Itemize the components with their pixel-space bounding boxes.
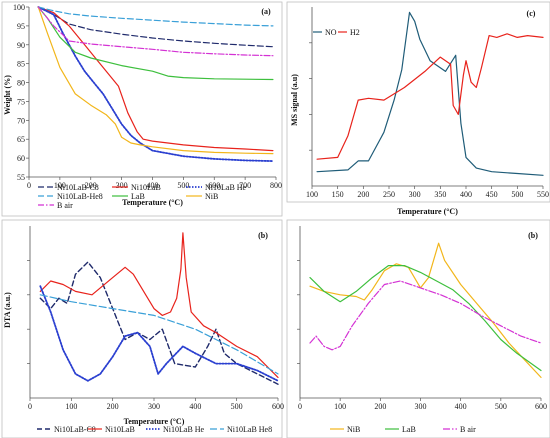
panel-3: 0 100 200 300 400 500 600 Temperature (°C) DTA (…: [1, 219, 284, 438]
legend-label: B air: [57, 201, 73, 210]
x-tick-label: 100: [65, 402, 77, 411]
x-tick-label: 300: [116, 181, 128, 190]
series-line-1: [316, 11, 544, 176]
x-tick-label: 0: [298, 402, 302, 411]
panel-tag: (b): [258, 231, 268, 240]
y-tick-label: 70: [17, 116, 25, 125]
series-line-4: [37, 6, 274, 27]
legend-label: NiB: [347, 425, 360, 434]
y-tick-label: 55: [17, 173, 25, 182]
legend-label: Ni10LaB-He8: [57, 192, 103, 201]
x-tick-label: 600: [272, 402, 284, 411]
legend-label: Ni10LaB He: [205, 183, 247, 192]
legend-label: Ni10LaB: [131, 183, 161, 192]
series-line-3: [309, 280, 542, 351]
y-tick-label: 85: [17, 60, 25, 69]
x-axis-label: Temperature (°C): [122, 198, 183, 207]
y-tick-label: 75: [17, 97, 25, 106]
panel-1: 0 100 200 300 400 500 600 700 800 55 60 65 70 75 80 85 9…: [1, 1, 283, 217]
legend-label: B air: [460, 425, 476, 434]
x-tick-label: 200: [374, 402, 386, 411]
legend-label: NO: [325, 28, 337, 37]
y-tick-label: 100: [13, 3, 25, 12]
series-line-2: [309, 265, 542, 372]
x-tick-label: 250: [383, 190, 395, 199]
x-tick-label: 400: [189, 402, 201, 411]
x-tick-label: 400: [455, 402, 467, 411]
series-line-3: [39, 285, 279, 382]
series-line-5: [37, 6, 274, 81]
panel-frame: [286, 219, 550, 438]
x-tick-label: 0: [28, 402, 32, 411]
x-tick-label: 500: [231, 402, 243, 411]
panel-frame: [1, 219, 283, 438]
x-tick-label: 100: [334, 402, 346, 411]
x-tick-label: 500: [177, 181, 189, 190]
x-tick-label: 350: [434, 190, 446, 199]
legend-label: Ni10LaB: [105, 425, 135, 434]
series-line-2: [37, 6, 274, 152]
series-line-2: [316, 33, 544, 160]
x-tick-label: 500: [511, 190, 523, 199]
y-axis-label: DTA (a.u.): [3, 292, 12, 328]
series-line-3: [37, 6, 274, 162]
y-tick-label: 65: [17, 135, 25, 144]
x-tick-label: 450: [486, 190, 498, 199]
x-tick-label: 600: [208, 181, 220, 190]
series-line-7: [37, 6, 274, 57]
x-axis-label: Temperature (°C): [397, 207, 458, 216]
series-line-6: [37, 6, 274, 155]
x-tick-label: 0: [27, 181, 31, 190]
x-tick-label: 300: [148, 402, 160, 411]
x-tick-label: 300: [415, 402, 427, 411]
legend-label: NiB: [205, 192, 218, 201]
panel-2: 100 150 200 250 300 350 400 450 500 550 Temperatur…: [286, 1, 550, 216]
x-tick-label: 200: [85, 181, 97, 190]
x-tick-label: 600: [535, 402, 547, 411]
x-tick-label: 100: [54, 181, 66, 190]
x-tick-label: 150: [332, 190, 344, 199]
y-axis-label: Weight (%): [3, 75, 12, 115]
y-axis-label: MS signal (a.u): [290, 74, 299, 126]
x-tick-label: 200: [107, 402, 119, 411]
x-tick-label: 400: [147, 181, 159, 190]
series-line-1: [39, 261, 279, 385]
x-tick-label: 500: [495, 402, 507, 411]
x-tick-label: 100: [306, 190, 318, 199]
x-tick-label: 400: [460, 190, 472, 199]
x-tick-label: 300: [409, 190, 421, 199]
legend-label: LaB: [131, 192, 145, 201]
legend-label: Ni10LaB He8: [227, 425, 272, 434]
legend-label: Ni10LaB He: [163, 425, 205, 434]
panel-tag: (c): [527, 9, 536, 18]
legend-label: Ni10LaB-C8: [57, 183, 99, 192]
legend-label: Ni10LaB-C8: [54, 425, 96, 434]
x-tick-label: 700: [239, 181, 251, 190]
panel-tag: (b): [528, 231, 538, 240]
legend-label: LaB: [402, 425, 416, 434]
x-tick-label: 550: [537, 190, 549, 199]
panel-tag: (a): [261, 7, 271, 16]
x-axis-label: Temperature (°C): [124, 417, 185, 426]
series-line-1: [37, 6, 274, 48]
panel-4: 0 100 200 300 400 500 600 (b) NiB LaB B air: [286, 219, 550, 438]
legend-label: H2: [350, 28, 360, 37]
x-tick-label: 800: [270, 181, 282, 190]
series-line-2: [39, 232, 279, 378]
y-tick-label: 90: [17, 41, 25, 50]
y-tick-label: 80: [17, 79, 25, 88]
y-tick-label: 95: [17, 22, 25, 31]
y-tick-label: 60: [17, 154, 25, 163]
x-tick-label: 200: [357, 190, 369, 199]
series-line-4: [39, 294, 279, 375]
